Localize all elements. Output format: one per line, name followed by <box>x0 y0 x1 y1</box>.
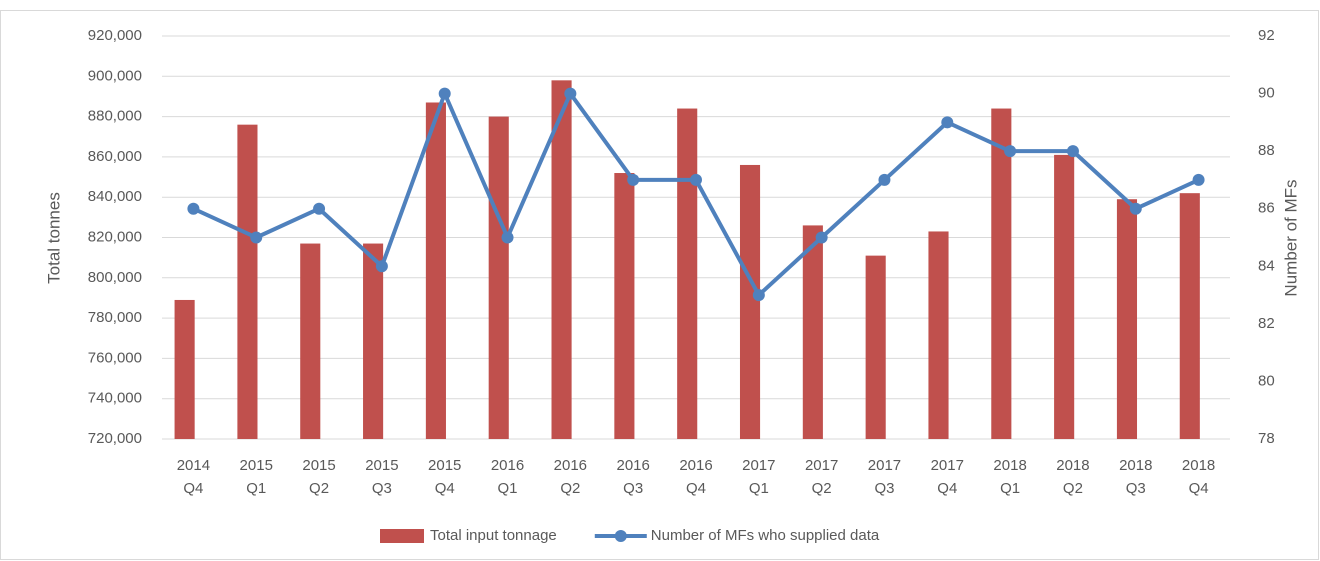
x-tick-label: 2017 <box>742 457 775 474</box>
x-tick-label: Q4 <box>937 480 957 497</box>
y2-tick-label: 78 <box>1258 430 1275 447</box>
x-tick-label: Q3 <box>372 480 392 497</box>
x-tick-label: Q2 <box>1063 480 1083 497</box>
bar <box>991 108 1012 439</box>
x-tick-label: 2018 <box>1182 457 1215 474</box>
bar <box>300 243 321 439</box>
x-tick-label: Q2 <box>812 480 832 497</box>
x-tick-label: 2018 <box>1119 457 1152 474</box>
legend-swatch <box>614 530 627 542</box>
x-tick-label: 2018 <box>1056 457 1089 474</box>
y-tick-label: 900,000 <box>88 67 142 84</box>
y-tick-label: 760,000 <box>88 349 142 366</box>
x-tick-label: Q3 <box>623 480 643 497</box>
x-tick-label: 2018 <box>993 457 1026 474</box>
y2-tick-label: 90 <box>1258 85 1275 102</box>
y-tick-label: 920,000 <box>88 27 142 44</box>
y-axis-title: Total tonnes <box>44 192 63 284</box>
y-tick-label: 740,000 <box>88 390 142 407</box>
line-marker <box>690 173 702 186</box>
line-marker <box>250 231 263 244</box>
x-tick-label: 2015 <box>428 457 461 474</box>
x-tick-label: Q1 <box>1000 480 1020 497</box>
line-marker <box>375 260 388 273</box>
line-marker <box>1129 202 1142 215</box>
x-tick-label: Q2 <box>560 480 580 497</box>
x-tick-label: Q1 <box>498 480 518 497</box>
y2-axis-title: Number of MFs <box>1281 179 1300 296</box>
y-tick-label: 840,000 <box>88 188 142 205</box>
x-tick-label: Q1 <box>749 480 769 497</box>
x-tick-label: Q3 <box>874 480 894 497</box>
line-marker <box>752 289 765 302</box>
bar <box>363 243 384 439</box>
x-tick-label: Q3 <box>1126 480 1146 497</box>
bar <box>488 116 509 439</box>
x-tick-label: Q1 <box>246 480 266 497</box>
x-tick-label: 2017 <box>805 457 838 474</box>
y-tick-label: 860,000 <box>88 148 142 165</box>
x-tick-label: Q2 <box>309 480 329 497</box>
line-marker <box>187 202 200 215</box>
y2-tick-label: 80 <box>1258 372 1275 389</box>
x-tick-label: 2016 <box>554 457 587 474</box>
line-marker <box>878 173 891 186</box>
bar <box>425 102 446 440</box>
line-marker <box>1004 145 1017 158</box>
bar <box>928 231 949 439</box>
chart-frame <box>0 10 1319 560</box>
bar <box>174 299 195 439</box>
bar <box>677 108 698 439</box>
x-tick-label: 2014 <box>177 457 210 474</box>
x-tick-label: 2016 <box>491 457 524 474</box>
bar <box>739 164 761 439</box>
y-tick-label: 880,000 <box>88 108 142 125</box>
bar <box>614 173 635 439</box>
legend-label: Total input tonnage <box>430 527 557 544</box>
x-tick-label: 2017 <box>868 457 901 474</box>
y-tick-label: 720,000 <box>88 430 142 447</box>
x-tick-label: 2015 <box>302 457 335 474</box>
line-marker <box>564 87 577 100</box>
y2-tick-label: 84 <box>1258 257 1275 274</box>
bar <box>865 255 886 439</box>
bar <box>1116 199 1138 439</box>
x-tick-label: Q4 <box>435 480 455 497</box>
bar <box>1179 193 1200 439</box>
line-marker <box>1192 173 1205 186</box>
y2-tick-label: 88 <box>1258 142 1275 159</box>
x-tick-label: 2017 <box>931 457 964 474</box>
bar <box>551 80 572 439</box>
bar <box>237 124 258 439</box>
line-marker <box>501 231 514 244</box>
x-tick-label: 2015 <box>365 457 398 474</box>
x-tick-label: 2016 <box>679 457 712 474</box>
x-tick-label: 2015 <box>240 457 273 474</box>
line-marker <box>941 116 954 129</box>
bar <box>802 225 823 439</box>
y-tick-label: 800,000 <box>88 269 142 286</box>
line-marker <box>815 231 828 244</box>
y2-tick-label: 86 <box>1258 200 1275 217</box>
x-tick-label: Q4 <box>183 480 203 497</box>
x-tick-label: Q4 <box>1189 480 1209 497</box>
x-tick-label: Q4 <box>686 480 706 497</box>
line-marker <box>313 202 326 215</box>
bar <box>1054 154 1075 439</box>
line-marker <box>627 173 640 186</box>
y-tick-label: 780,000 <box>88 309 142 326</box>
y2-tick-label: 82 <box>1258 315 1275 332</box>
x-tick-label: 2016 <box>616 457 649 474</box>
y-tick-label: 820,000 <box>88 228 142 245</box>
y2-tick-label: 92 <box>1258 27 1275 44</box>
legend-swatch <box>380 529 424 543</box>
line-marker <box>438 87 451 100</box>
legend-label: Number of MFs who supplied data <box>651 527 880 544</box>
line-marker <box>1066 145 1079 158</box>
